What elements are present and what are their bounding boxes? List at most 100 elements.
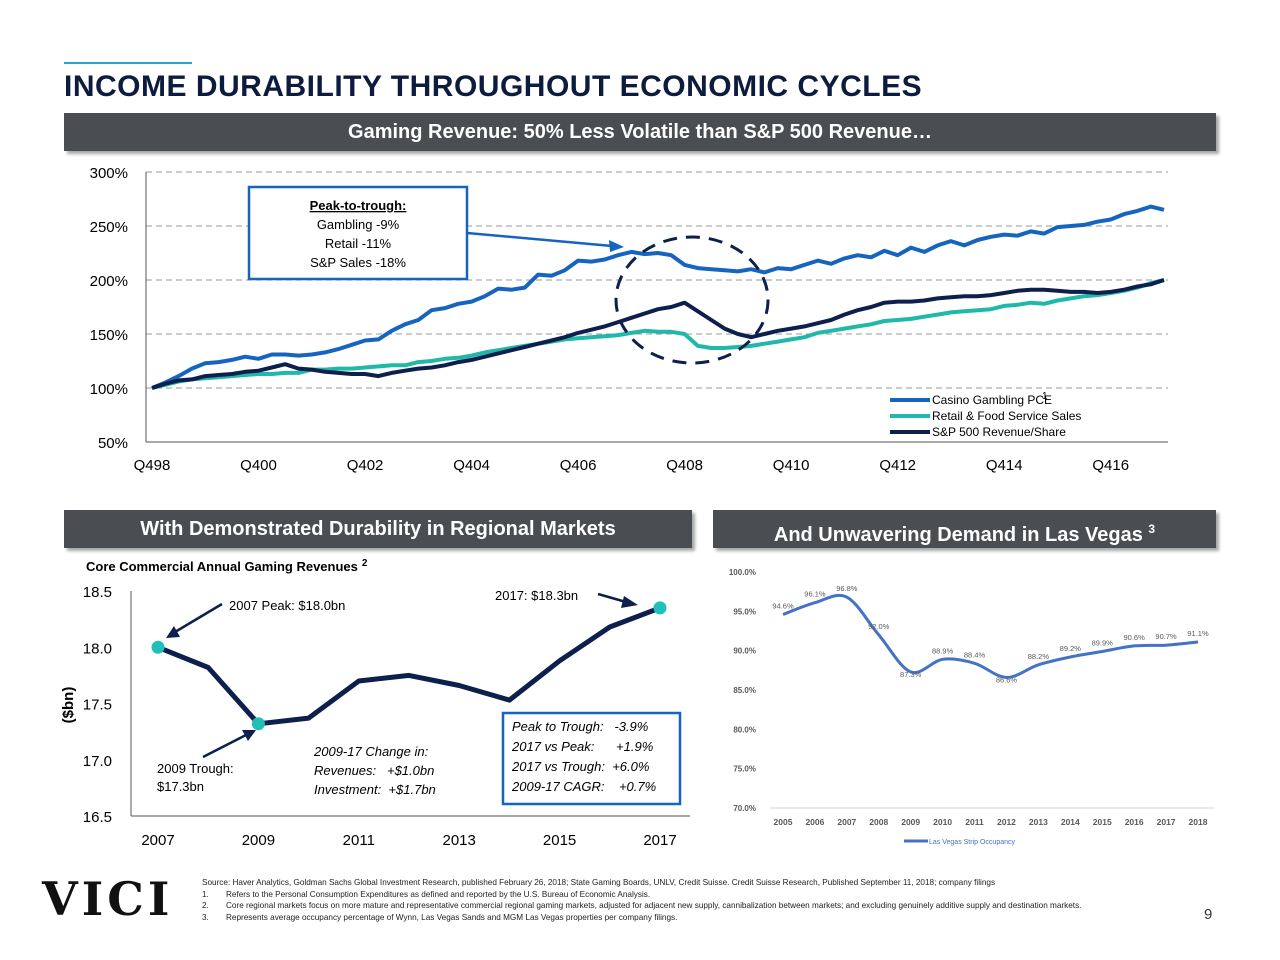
footnote-1: 1. Refers to the Personal Consumption Exp…: [202, 889, 1192, 901]
peak-2017-label: 2017: $18.3bn: [495, 588, 578, 603]
c1-x-tick-9: Q416: [1092, 457, 1129, 474]
c3-data-label-2008: 92.0%: [868, 622, 890, 631]
regional-y-axis-label: ($bn): [60, 687, 77, 724]
c2-marker-2017: [653, 601, 667, 615]
c1-x-tick-8: Q414: [986, 457, 1023, 474]
c2-y-tick-0: 16.5: [83, 809, 112, 826]
stats-2017-vs-peak: 2017 vs Peak: +1.9%: [511, 739, 653, 754]
footnote-2: 2. Core regional markets focus on more ma…: [202, 900, 1192, 912]
c3-data-label-2005: 94.6%: [772, 601, 794, 610]
c2-y-tick-2: 17.5: [83, 697, 112, 714]
c3-data-labels: 94.6% 96.1% 96.8% 92.0% 87.3% 88.9% 88.4% 86.6%…: [772, 584, 1209, 684]
change-investment: Investment: +$1.7bn: [314, 782, 436, 797]
c3-data-label-2010: 88.9%: [932, 646, 954, 655]
c3-y-tick-0: 70.0%: [733, 804, 756, 813]
c3-data-label-2016: 90.6%: [1124, 633, 1146, 642]
c2-marker-2007: [151, 640, 165, 654]
c3-data-label-2011: 88.4%: [964, 650, 986, 659]
c2-x-tick-2: 2011: [343, 832, 375, 849]
vegas-occupancy-chart: 70.0% 75.0% 80.0% 85.0% 90.0% 95.0% 100.0% 200…: [729, 568, 1214, 846]
c1-y-tick-4: 250%: [90, 219, 128, 236]
regional-chart-title-footnote: 2: [362, 558, 368, 569]
peak-to-trough-retail: Retail -11%: [325, 236, 392, 251]
c3-y-tick-4: 90.0%: [733, 647, 756, 656]
banner-vegas-text: And Unwavering Demand in Las Vegas: [773, 524, 1143, 546]
c3-x-tick-10: 2015: [1093, 817, 1112, 827]
trough-2009-arrow: [202, 730, 256, 759]
c3-legend: Las Vegas Strip Occupancy: [904, 839, 1015, 846]
c1-y-tick-0: 50%: [98, 435, 128, 452]
c1-x-tick-5: Q408: [666, 457, 703, 474]
stats-peak-to-trough: Peak to Trough: -3.9%: [512, 719, 648, 734]
c3-x-tick-1: 2006: [805, 817, 824, 827]
page-number: 9: [1204, 906, 1213, 923]
banner-vegas-footnote: 3: [1148, 522, 1156, 536]
c3-x-tick-4: 2009: [901, 817, 920, 827]
c3-line-occupancy: [782, 593, 1199, 679]
c3-x-tick-8: 2013: [1029, 817, 1048, 827]
c1-line-gambling: [151, 204, 1165, 390]
regional-chart-title: Core Commercial Annual Gaming Revenues 2: [86, 558, 368, 574]
c3-series-line: [782, 593, 1199, 679]
peak-to-trough-gambling: Gambling -9%: [317, 217, 400, 232]
vici-logo: VICI: [42, 872, 174, 926]
c1-x-tick-2: Q402: [347, 457, 384, 474]
c1-x-tick-7: Q412: [879, 457, 916, 474]
regional-revenues-chart: Core Commercial Annual Gaming Revenues 2 …: [60, 558, 690, 849]
footnote-2-text: Core regional markets focus on more matu…: [226, 901, 1082, 910]
footnote-3: 3. Represents average occupancy percentag…: [202, 912, 1192, 924]
c3-data-label-2009: 87.3%: [900, 670, 922, 679]
footnote-1-text: Refers to the Personal Consumption Expen…: [226, 889, 651, 899]
c3-y-tick-2: 80.0%: [733, 725, 756, 734]
c3-x-tick-0: 2005: [774, 817, 793, 827]
c1-y-tick-1: 100%: [90, 381, 128, 398]
legend-retail-label: Retail & Food Service Sales: [932, 409, 1081, 423]
c2-x-tick-5: 2017: [643, 832, 676, 849]
peak-to-trough-heading: Peak-to-trough:: [310, 198, 407, 213]
c1-line-sp500: [151, 278, 1165, 390]
c2-x-tick-1: 2009: [242, 832, 275, 849]
c1-x-tick-0: Q498: [134, 457, 171, 474]
trough-2009-label-2: $17.3bn: [157, 779, 204, 794]
peak-2017-arrow: [597, 592, 638, 608]
c1-x-tick-3: Q404: [453, 457, 490, 474]
c1-y-tick-3: 200%: [90, 273, 128, 290]
peak-2007-label: 2007 Peak: $18.0bn: [229, 598, 345, 613]
c1-legend: Casino Gambling PCE 1 Retail & Food Serv…: [890, 391, 1081, 439]
c2-line-revenues: [157, 605, 661, 727]
peak-to-trough-arrow: [466, 231, 624, 252]
c2-y-tick-4: 18.5: [83, 584, 112, 601]
c2-x-tick-3: 2013: [443, 832, 476, 849]
legend-gambling-footnote: 1: [1042, 391, 1048, 402]
footnotes: Source: Haver Analytics, Goldman Sachs G…: [202, 877, 1192, 923]
c3-y-tick-1: 75.0%: [733, 765, 756, 774]
regional-chart-title-text: Core Commercial Annual Gaming Revenues: [86, 559, 358, 574]
c3-x-tick-7: 2012: [997, 817, 1016, 827]
recession-highlight-ellipse: [614, 235, 770, 365]
page-title: INCOME DURABILITY THROUGHOUT ECONOMIC CY…: [64, 70, 923, 103]
c3-y-tick-labels: 70.0% 75.0% 80.0% 85.0% 90.0% 95.0% 100.0%: [729, 568, 756, 813]
c2-x-tick-labels: 2007 2009 2011 2013 2015 2017: [141, 832, 676, 849]
c3-data-label-2012: 86.6%: [996, 675, 1018, 684]
c3-x-tick-3: 2008: [869, 817, 888, 827]
title-accent-line: [64, 62, 192, 64]
change-title: 2009-17 Change in:: [313, 744, 429, 759]
c3-x-tick-9: 2014: [1061, 817, 1080, 827]
c2-y-tick-3: 18.0: [83, 640, 112, 657]
c2-highlight-markers: [151, 601, 667, 731]
c1-axes: [145, 172, 1168, 443]
peak-2007-arrow: [166, 602, 223, 638]
footnote-3-text: Represents average occupancy percentage …: [226, 912, 678, 922]
c1-x-tick-1: Q400: [240, 457, 277, 474]
c3-x-tick-2: 2007: [837, 817, 856, 827]
c3-y-tick-6: 100.0%: [729, 568, 756, 577]
c2-y-tick-labels: 16.5 17.0 17.5 18.0 18.5: [83, 584, 112, 826]
change-revenues: Revenues: +$1.0bn: [314, 763, 434, 778]
stats-cagr: 2009-17 CAGR: +0.7%: [511, 779, 656, 794]
c1-series-lines: [151, 204, 1165, 390]
footnote-2-num: 2.: [202, 901, 209, 910]
income-durability-chart: 50% 100% 150% 200% 250% 300% Q498 Q400 Q402 Q404…: [90, 165, 1168, 474]
legend-sp500-label: S&P 500 Revenue/Share: [932, 425, 1066, 439]
c1-y-tick-labels: 50% 100% 150% 200% 250% 300%: [90, 165, 128, 452]
footnote-3-num: 3.: [202, 912, 209, 922]
